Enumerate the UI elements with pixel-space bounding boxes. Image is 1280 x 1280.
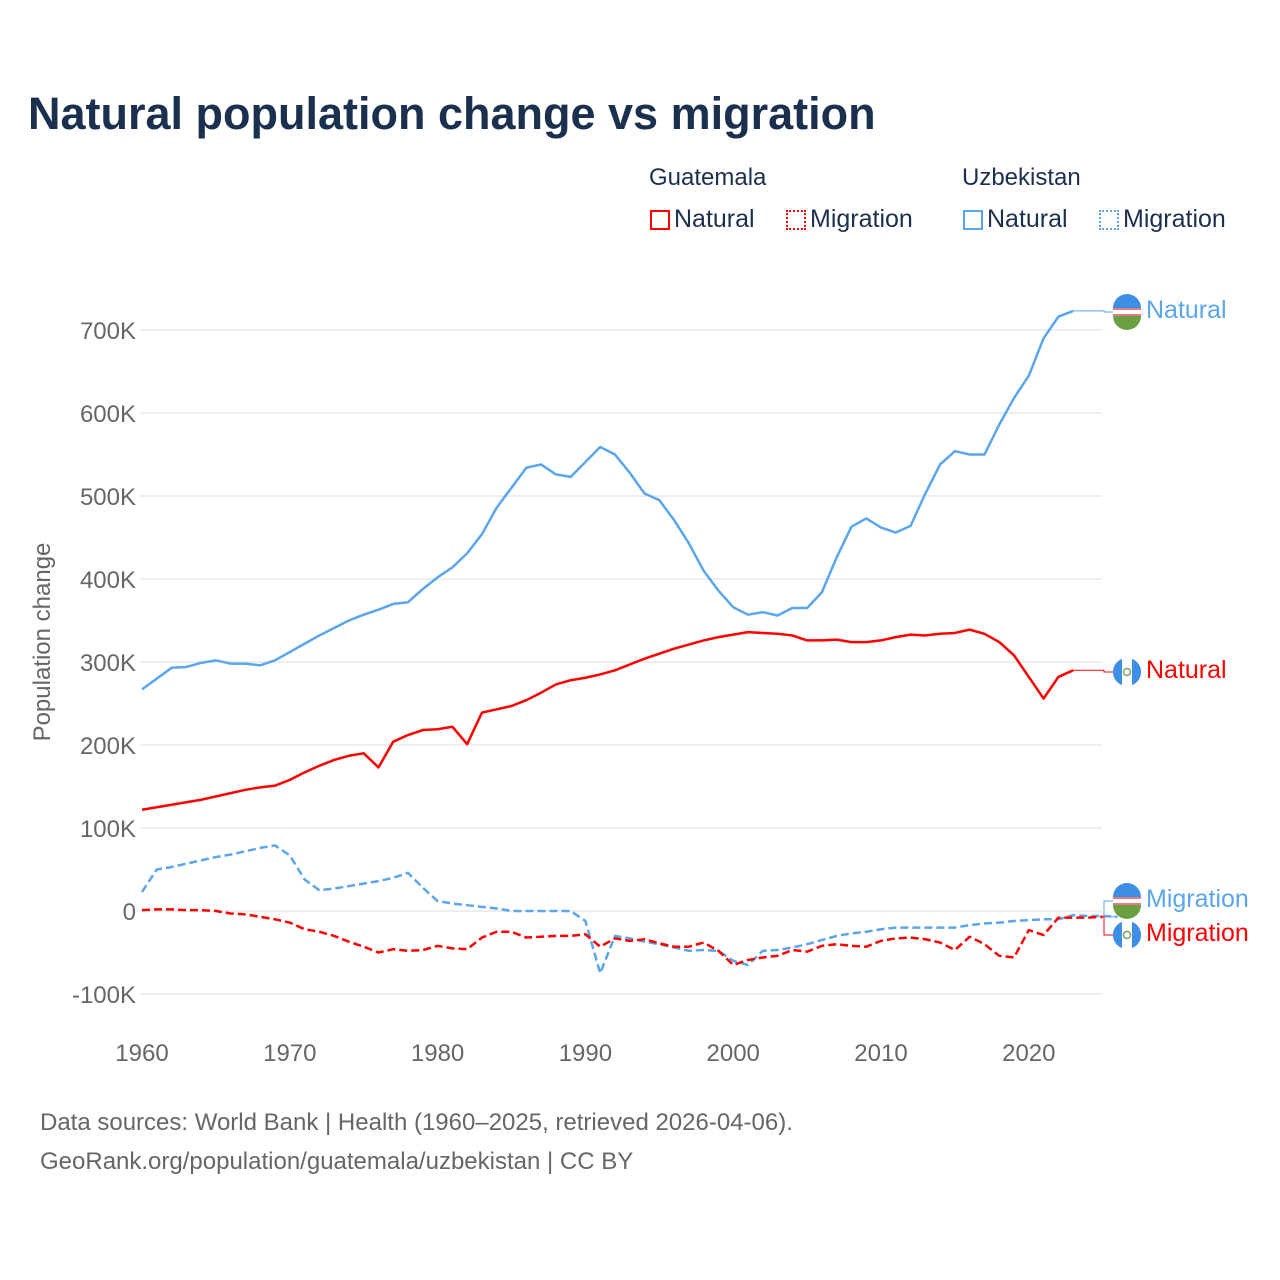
x-tick-label: 2010 (854, 1040, 907, 1067)
y-tick-label: 0 (123, 899, 136, 926)
chart-title: Natural population change vs migration (28, 88, 876, 139)
flag-emblem (1122, 930, 1132, 940)
flag-stripe-green (1113, 905, 1141, 919)
x-tick-label: 2000 (707, 1040, 760, 1067)
footer-sources: Data sources: World Bank | Health (1960–… (40, 1109, 793, 1136)
flag-stripe-blue (1112, 921, 1122, 949)
series-line-guatemala-natural (141, 628, 1074, 811)
y-tick-label: -100K (72, 982, 136, 1009)
flag-stripe-green (1113, 316, 1141, 330)
series-line-uzbekistan-migration (140, 844, 1118, 975)
footer-link[interactable]: GeoRank.org/population/guatemala/uzbekis… (40, 1148, 634, 1175)
end-label-guatemala-natural: Natural (1146, 656, 1227, 684)
legend-swatch-dotted (786, 209, 806, 230)
x-tick-label: 1990 (559, 1040, 612, 1067)
y-tick-label: 100K (80, 816, 136, 843)
x-tick-label: 1960 (115, 1040, 168, 1067)
flag-stripe-blue (1132, 921, 1142, 949)
legend-uzbekistan-natural[interactable]: Natural (963, 205, 1068, 234)
legend-label: Migration (1123, 205, 1226, 233)
x-tick-label: 2020 (1002, 1040, 1055, 1067)
y-tick-label: 200K (80, 733, 136, 760)
flag-stripe-blue (1113, 294, 1141, 308)
legend-uzbekistan-migration[interactable]: Migration (1099, 205, 1226, 234)
end-label-uzbekistan-migration: Migration (1146, 885, 1249, 913)
legend-label: Natural (674, 205, 755, 233)
legend-guatemala-natural[interactable]: Natural (650, 205, 755, 234)
flag-stripe-blue (1113, 883, 1141, 897)
y-axis-label: Population change (29, 543, 56, 742)
legend-swatch-solid (963, 209, 983, 230)
y-tick-label: 500K (80, 484, 136, 511)
legend-group-guatemala: Guatemala (649, 164, 767, 191)
x-tick-label: 1970 (263, 1040, 316, 1067)
legend-label: Migration (810, 205, 913, 233)
series-line-guatemala-migration (141, 908, 1103, 967)
label-connector (1073, 310, 1114, 313)
x-tick-label: 1980 (411, 1040, 464, 1067)
y-tick-label: 700K (80, 318, 136, 345)
label-connector (1103, 900, 1118, 918)
end-label-uzbekistan-natural: Natural (1146, 296, 1227, 324)
legend-swatch-dotted (1099, 209, 1119, 230)
legend-guatemala-migration[interactable]: Migration (786, 205, 913, 234)
legend-label: Natural (987, 205, 1068, 233)
y-tick-label: 400K (80, 567, 136, 594)
y-tick-label: 300K (80, 650, 136, 677)
label-connector (1102, 916, 1114, 936)
legend-swatch-solid (650, 209, 670, 230)
label-connector (1073, 669, 1114, 673)
legend-group-uzbekistan: Uzbekistan (962, 164, 1081, 191)
series-line-uzbekistan-natural (141, 309, 1074, 691)
flag-emblem (1122, 667, 1132, 677)
y-tick-label: 600K (80, 401, 136, 428)
flag-stripe-blue (1132, 658, 1142, 686)
flag-stripe-blue (1112, 658, 1122, 686)
end-label-guatemala-migration: Migration (1146, 919, 1249, 947)
